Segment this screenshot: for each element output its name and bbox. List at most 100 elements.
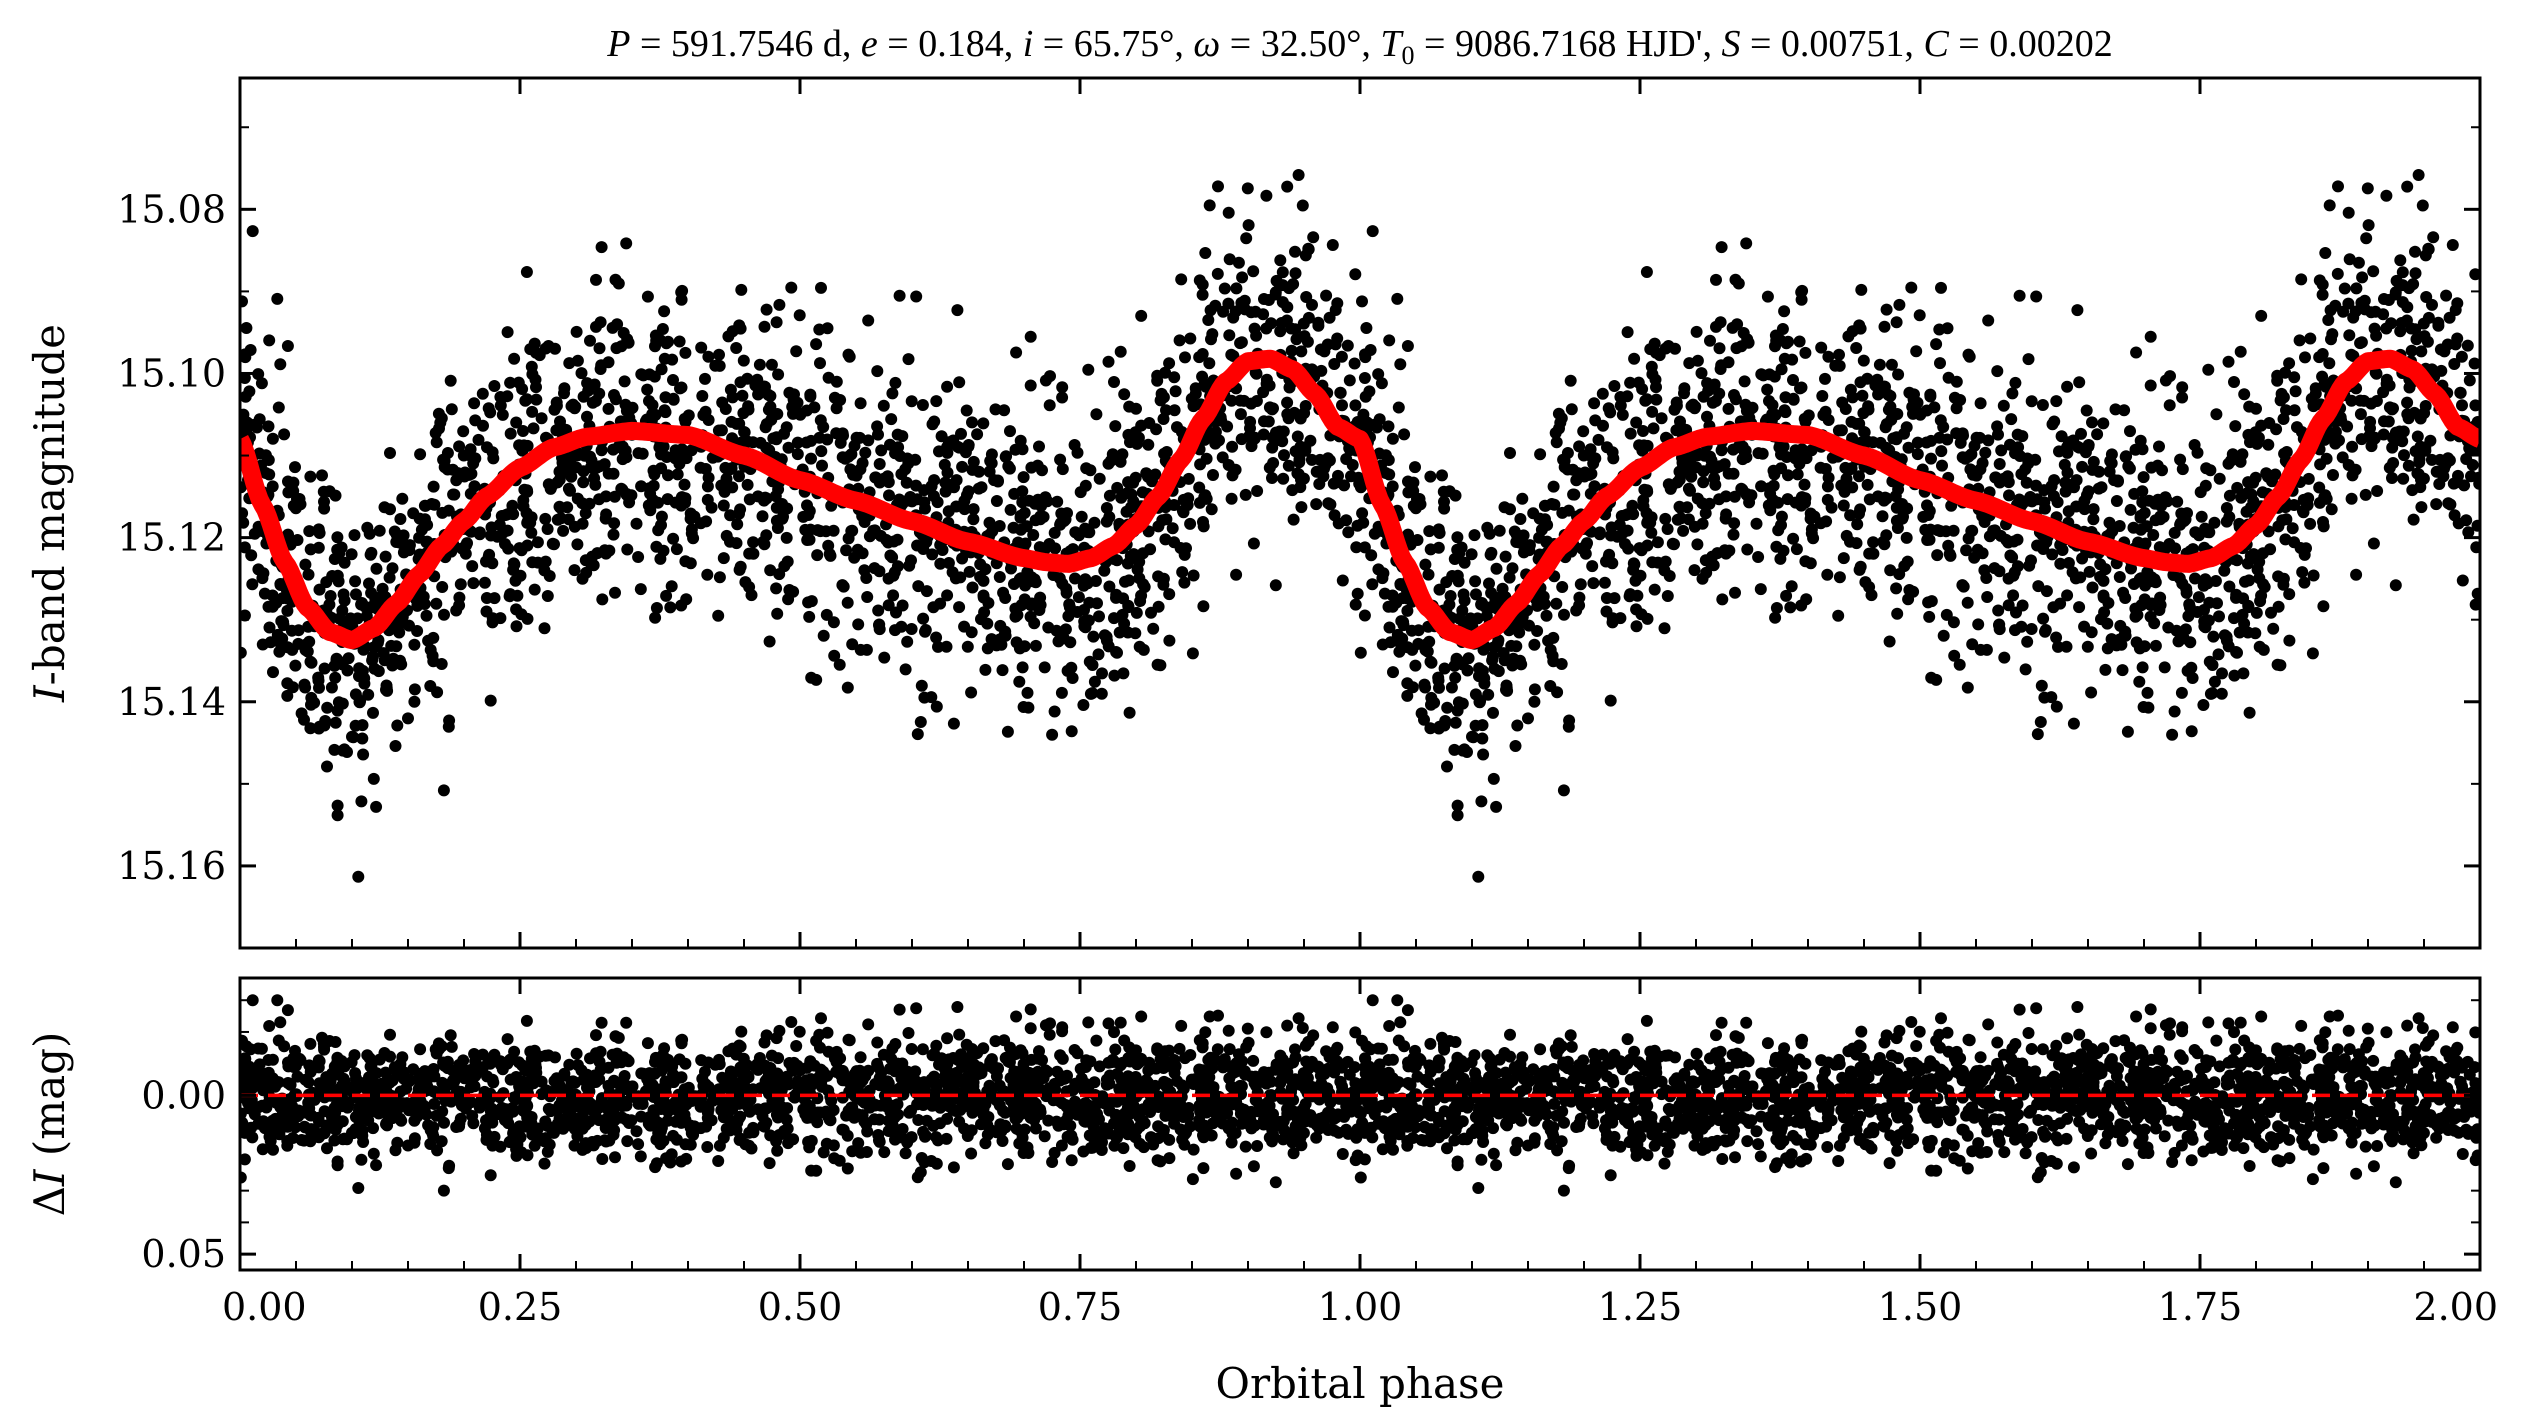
observation-point bbox=[1857, 354, 1870, 367]
observation-point bbox=[764, 400, 777, 413]
observation-point bbox=[2236, 608, 2249, 621]
observation-point bbox=[2172, 635, 2185, 648]
observation-point bbox=[2093, 465, 2105, 478]
observation-point bbox=[1331, 297, 1344, 310]
observation-point bbox=[1876, 510, 1889, 523]
observation-point bbox=[1837, 499, 1850, 512]
observation-point bbox=[335, 541, 348, 554]
observation-point bbox=[2451, 297, 2464, 310]
observation-point bbox=[655, 519, 667, 532]
observation-point bbox=[1453, 612, 1466, 625]
observation-point bbox=[2338, 282, 2351, 295]
observation-point bbox=[1418, 678, 1431, 691]
observation-point bbox=[1600, 605, 1613, 618]
observation-point bbox=[615, 482, 628, 495]
observation-point bbox=[1641, 612, 1654, 625]
observation-point bbox=[1383, 621, 1396, 634]
observation-point bbox=[2396, 435, 2409, 448]
observation-point bbox=[430, 436, 443, 449]
residual-point bbox=[1239, 1140, 1252, 1153]
observation-point bbox=[2082, 485, 2095, 498]
observation-point bbox=[459, 547, 472, 560]
observation-point bbox=[1487, 706, 1499, 719]
observation-point bbox=[1222, 297, 1235, 310]
observation-point bbox=[1016, 661, 1029, 674]
observation-point bbox=[2394, 254, 2407, 267]
observation-point bbox=[349, 575, 362, 588]
observation-point bbox=[391, 719, 404, 732]
observation-point bbox=[1933, 431, 1946, 444]
observation-point bbox=[1365, 549, 1378, 562]
observation-point bbox=[321, 760, 333, 773]
observation-point bbox=[905, 395, 918, 408]
observation-point bbox=[1234, 337, 1247, 350]
observation-point bbox=[2323, 199, 2336, 212]
observation-point bbox=[499, 538, 511, 550]
observation-point bbox=[2091, 428, 2104, 441]
observation-point bbox=[930, 395, 943, 408]
residual-point bbox=[1292, 1012, 1305, 1025]
observation-point bbox=[1891, 607, 1904, 620]
observation-point bbox=[1079, 621, 1092, 634]
observation-point bbox=[939, 476, 952, 489]
observation-point bbox=[646, 408, 659, 421]
observation-point bbox=[250, 421, 263, 434]
observation-point bbox=[396, 610, 409, 623]
observation-point bbox=[1885, 358, 1898, 371]
observation-point bbox=[2324, 304, 2337, 317]
observation-point bbox=[1406, 643, 1419, 656]
observation-point bbox=[2037, 612, 2050, 625]
observation-point bbox=[2036, 399, 2049, 411]
observation-point bbox=[1352, 471, 1365, 484]
observation-point bbox=[1995, 444, 2008, 457]
observation-point bbox=[303, 635, 316, 648]
observation-point bbox=[993, 571, 1006, 583]
observation-point bbox=[2360, 232, 2373, 245]
observation-point bbox=[1004, 425, 1016, 438]
observation-point bbox=[1487, 772, 1500, 785]
observation-point bbox=[1184, 517, 1197, 530]
observation-point bbox=[2117, 586, 2130, 599]
observation-point bbox=[2025, 623, 2038, 635]
observation-point bbox=[2422, 311, 2435, 324]
observation-point bbox=[1832, 424, 1845, 437]
observation-point bbox=[1163, 588, 1176, 601]
observation-point bbox=[873, 565, 886, 578]
observation-point bbox=[510, 603, 523, 616]
observation-point bbox=[973, 465, 985, 478]
observation-point bbox=[1249, 305, 1262, 318]
observation-point bbox=[2405, 344, 2418, 357]
observation-point bbox=[2307, 569, 2320, 582]
observation-point bbox=[699, 372, 711, 385]
observation-point bbox=[2153, 440, 2165, 453]
observation-point bbox=[1449, 671, 1462, 684]
observation-point bbox=[702, 350, 715, 363]
observation-point bbox=[2317, 600, 2330, 613]
observation-point bbox=[302, 568, 315, 581]
observation-point bbox=[1691, 538, 1704, 551]
observation-point bbox=[1669, 342, 1681, 355]
observation-point bbox=[841, 681, 854, 694]
observation-point bbox=[2149, 639, 2162, 652]
observation-point bbox=[2234, 455, 2247, 468]
observation-point bbox=[1225, 394, 1238, 407]
observation-point bbox=[1348, 357, 1361, 370]
observation-point bbox=[394, 513, 407, 525]
observation-point bbox=[2277, 391, 2290, 404]
observation-point bbox=[2078, 620, 2091, 633]
observation-point bbox=[2362, 219, 2375, 232]
observation-point bbox=[1568, 488, 1581, 501]
observation-point bbox=[1299, 441, 1312, 454]
observation-point bbox=[1415, 707, 1428, 720]
observation-point bbox=[1854, 322, 1867, 335]
observation-point bbox=[1552, 407, 1565, 420]
observation-point bbox=[2203, 596, 2216, 609]
observation-point bbox=[1295, 501, 1308, 514]
observation-point bbox=[1024, 379, 1037, 392]
observation-point bbox=[1483, 577, 1495, 590]
observation-point bbox=[1565, 403, 1578, 416]
observation-point bbox=[941, 589, 954, 602]
observation-point bbox=[1484, 548, 1497, 561]
observation-point bbox=[2349, 463, 2362, 476]
observation-point bbox=[632, 551, 645, 563]
